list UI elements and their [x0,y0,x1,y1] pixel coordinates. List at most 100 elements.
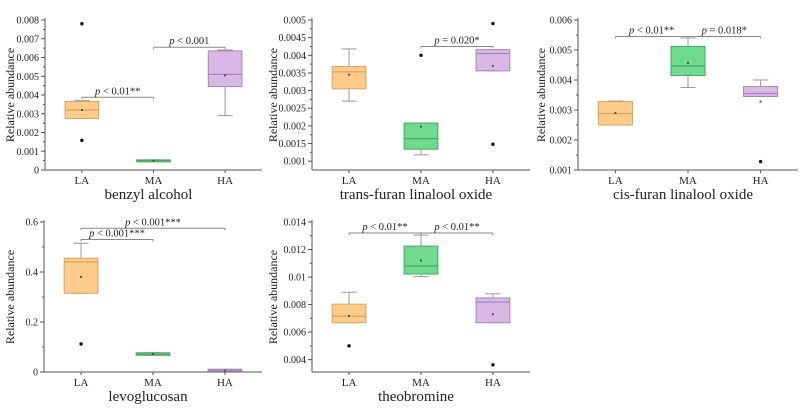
outlier-point [491,21,495,26]
y-tick-label: 0.006 [284,328,307,339]
significance-annotation: p < 0.001*** [80,229,154,242]
mean-marker [420,259,422,262]
y-tick-label: 0.0035 [279,68,307,79]
box-iqr [403,122,439,150]
y-tick-label: 0.001 [550,166,573,177]
box-HA [743,79,779,164]
chart-panel-trans-furan-linalool-oxide: 0.001 0.0015 0.002 0.0025 0.003 0.0035 0.004 0.… [266,16,530,203]
mean-marker [491,64,494,67]
y-tick-label: 0.002 [284,121,307,132]
x-tick-label: MA [145,175,163,187]
box-iqr [331,303,367,324]
y-tick-label: 0.005 [17,72,40,83]
mean-marker [152,353,154,355]
box-MA [135,352,171,356]
y-tick-label: 0.006 [17,53,40,64]
box-iqr [743,86,779,97]
y-tick-label: 0.008 [17,16,40,27]
x-tick-label: LA [74,377,89,389]
x-tick-label: LA [608,175,623,187]
box-MA [136,159,171,163]
y-tick-label: 0.4 [26,268,39,279]
box-iqr [670,45,706,77]
y-tick-label: 0.004 [17,91,40,102]
y-tick-label: 0.005 [550,46,573,57]
y-tick-label: 0.003 [550,106,573,117]
outlier-point [80,138,84,143]
x-tick-label: HA [753,175,769,187]
x-tick-label: MA [412,175,430,187]
mean-marker [80,109,83,111]
mean-marker [152,159,155,162]
mean-marker [223,369,226,372]
y-tick-label: 0.001 [17,147,40,158]
box-HA [207,368,243,372]
x-tick-label: LA [342,377,357,389]
p-value-label: p = 0.020* [433,35,479,46]
x-tick-label: HA [485,175,501,187]
chart-panel-levoglucosan: 0 0.2 0.4 0.6 Relative abundance LA MA HA levogl… [3,217,262,405]
y-axis-label: Relative abundance [3,250,17,344]
significance-annotation: p = 0.018* [687,26,762,39]
y-tick-label: 0.014 [284,218,307,229]
significance-annotation: p < 0.01** [614,26,689,39]
p-value-label: p = 0.018* [701,26,747,37]
mean-marker [759,100,762,103]
mean-marker [348,73,351,76]
x-axis-title: theobromine [378,389,454,405]
y-tick-label: 0.012 [284,245,307,256]
box-LA [597,100,633,126]
p-value-label: p < 0.001*** [88,229,145,240]
mean-marker [348,314,351,317]
p-value-label: p < 0.01** [628,26,674,37]
significance-annotation: p < 0.01** [420,222,494,236]
y-tick-label: 0 [34,166,39,177]
y-tick-label: 0.008 [284,300,307,311]
box-LA [64,22,100,143]
y-tick-label: 0.004 [550,76,573,87]
y-tick-label: 0.0025 [279,104,307,115]
p-value-label: p < 0.01** [94,86,140,97]
y-axis-label: Relative abundance [266,250,280,344]
x-axis-title: trans-furan linalool oxide [340,187,493,203]
y-tick-label: 0.002 [17,128,40,139]
y-tick-label: 0.2 [26,318,39,329]
chart-panel-theobromine: 0.004 0.006 0.008 0.01 0.012 0.014 Relative ab… [266,218,530,405]
box-LA [331,48,367,102]
box-HA [475,21,511,146]
outlier-point [80,22,84,26]
outlier-point [347,344,351,348]
y-tick-label: 0.0015 [279,139,307,150]
outlier-point [491,142,495,146]
x-tick-label: MA [679,175,697,187]
significance-annotation: p < 0.01** [348,222,422,236]
y-tick-label: 0.002 [550,136,573,147]
outlier-point [758,159,763,164]
outlier-point [491,363,495,367]
x-tick-label: HA [217,377,233,389]
y-tick-label: 0.001 [284,157,307,168]
box-LA [63,242,99,346]
x-axis-title: cis-furan linalool oxide [613,187,753,203]
y-axis-label: Relative abundance [3,48,17,142]
chart-panel-benzyl-alcohol: 0 0.001 0.002 0.003 0.004 0.005 0.006 0.007 0.00… [3,16,262,203]
x-tick-label: MA [144,377,162,389]
box-iqr [475,49,511,72]
x-tick-label: LA [75,175,90,187]
box-LA [331,291,367,348]
x-tick-label: HA [485,377,501,389]
mean-marker [614,112,617,114]
y-tick-label: 0 [33,368,38,379]
y-tick-label: 0.01 [289,273,307,284]
box-iqr [63,257,99,294]
significance-annotation: p < 0.001 [153,36,226,50]
significance-annotation: p < 0.01** [81,86,154,100]
box-MA [403,53,439,156]
x-axis-title: benzyl alcohol [105,187,193,203]
p-value-label: p < 0.001 [168,36,209,47]
y-tick-label: 0.6 [26,218,39,229]
y-tick-label: 0.0045 [279,33,307,44]
outlier-point [419,53,423,57]
y-tick-label: 0.006 [550,16,573,27]
box-HA [207,49,243,117]
